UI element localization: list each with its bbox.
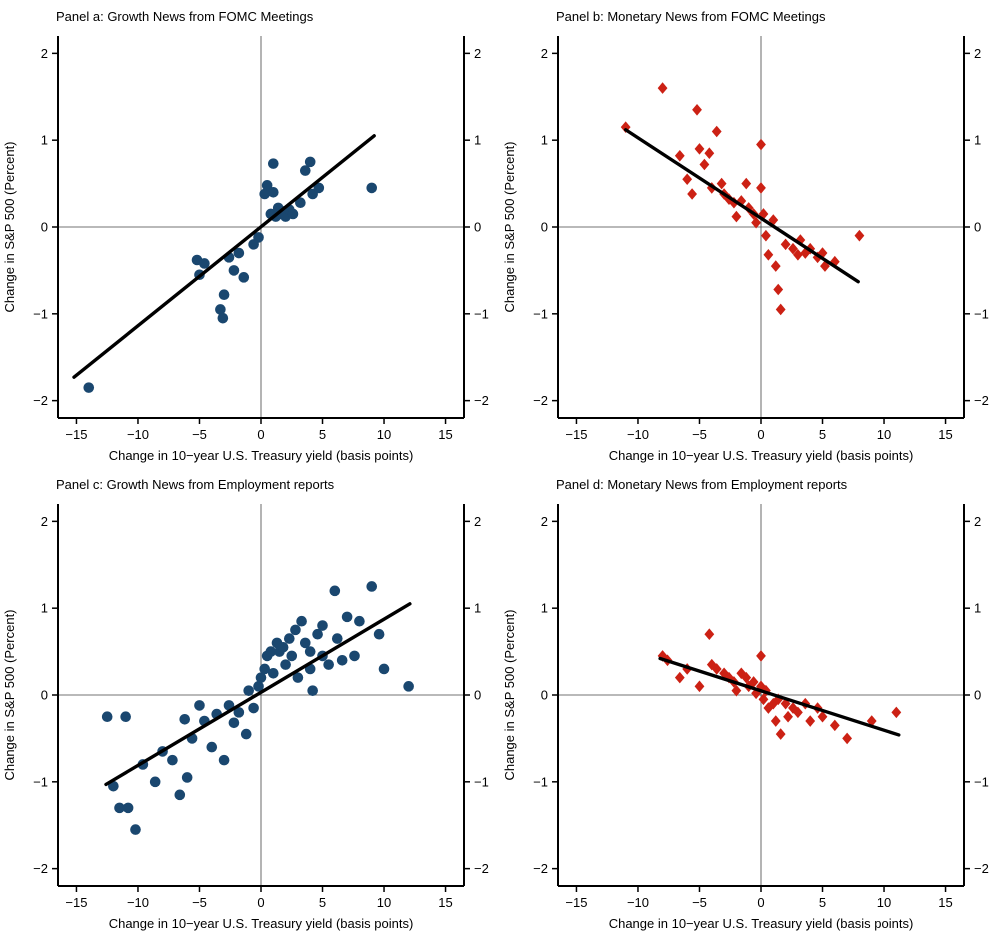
svg-text:2: 2 [541,514,548,529]
svg-text:−1: −1 [474,306,489,321]
svg-text:0: 0 [41,688,48,703]
svg-text:−2: −2 [33,861,48,876]
svg-text:−1: −1 [533,306,548,321]
svg-text:−5: −5 [692,895,707,910]
svg-text:1: 1 [541,601,548,616]
svg-text:−1: −1 [474,774,489,789]
svg-text:−1: −1 [533,774,548,789]
svg-text:5: 5 [819,427,826,442]
svg-text:0: 0 [974,220,981,235]
svg-text:1: 1 [974,133,981,148]
svg-text:−2: −2 [474,861,489,876]
svg-text:15: 15 [938,895,952,910]
svg-text:Change in 10−year U.S. Treasur: Change in 10−year U.S. Treasury yield (b… [609,916,914,931]
panel-b: Panel b: Monetary News from FOMC Meeting… [500,0,1000,468]
svg-text:−2: −2 [474,393,489,408]
svg-text:0: 0 [257,895,264,910]
svg-text:Change in S&P 500 (Percent): Change in S&P 500 (Percent) [2,609,17,780]
svg-text:−5: −5 [192,895,207,910]
svg-text:−10: −10 [627,895,649,910]
svg-text:−15: −15 [65,427,87,442]
svg-text:Change in 10−year U.S. Treasur: Change in 10−year U.S. Treasury yield (b… [109,916,414,931]
svg-text:5: 5 [319,895,326,910]
svg-text:2: 2 [974,514,981,529]
panel-d-title: Panel d: Monetary News from Employment r… [556,477,848,492]
svg-text:2: 2 [541,46,548,61]
svg-text:10: 10 [877,895,891,910]
svg-text:1: 1 [41,601,48,616]
svg-text:1: 1 [41,133,48,148]
svg-text:1: 1 [974,601,981,616]
panel-c: Panel c: Growth News from Employment rep… [0,468,500,936]
svg-text:10: 10 [877,427,891,442]
svg-text:0: 0 [757,427,764,442]
svg-text:1: 1 [474,133,481,148]
panel-b-title: Panel b: Monetary News from FOMC Meeting… [556,9,826,24]
svg-text:−2: −2 [974,393,989,408]
svg-text:0: 0 [541,220,548,235]
svg-text:5: 5 [819,895,826,910]
svg-text:−15: −15 [565,895,587,910]
panel-a: Panel a: Growth News from FOMC Meetings … [0,0,500,468]
svg-text:2: 2 [474,46,481,61]
svg-text:2: 2 [41,514,48,529]
svg-text:−15: −15 [65,895,87,910]
svg-text:−5: −5 [192,427,207,442]
svg-text:−1: −1 [33,306,48,321]
svg-text:15: 15 [938,427,952,442]
svg-text:Change in 10−year U.S. Treasur: Change in 10−year U.S. Treasury yield (b… [609,448,914,463]
svg-text:−1: −1 [974,306,989,321]
svg-text:2: 2 [974,46,981,61]
svg-text:0: 0 [757,895,764,910]
svg-text:2: 2 [474,514,481,529]
svg-text:1: 1 [474,601,481,616]
svg-text:−1: −1 [33,774,48,789]
svg-text:−5: −5 [692,427,707,442]
svg-text:15: 15 [438,895,452,910]
svg-text:Change in S&P 500 (Percent): Change in S&P 500 (Percent) [502,609,517,780]
svg-text:0: 0 [257,427,264,442]
svg-text:−2: −2 [533,861,548,876]
svg-text:0: 0 [541,688,548,703]
svg-text:−10: −10 [627,427,649,442]
panel-c-title: Panel c: Growth News from Employment rep… [56,477,335,492]
panel-a-title: Panel a: Growth News from FOMC Meetings [56,9,314,24]
svg-text:−2: −2 [974,861,989,876]
svg-text:Change in S&P 500 (Percent): Change in S&P 500 (Percent) [2,141,17,312]
svg-text:10: 10 [377,427,391,442]
svg-text:−2: −2 [533,393,548,408]
svg-text:−10: −10 [127,427,149,442]
svg-text:5: 5 [319,427,326,442]
svg-text:−10: −10 [127,895,149,910]
svg-text:−1: −1 [974,774,989,789]
svg-text:0: 0 [974,688,981,703]
svg-text:15: 15 [438,427,452,442]
svg-text:1: 1 [541,133,548,148]
panel-d: Panel d: Monetary News from Employment r… [500,468,1000,936]
svg-text:2: 2 [41,46,48,61]
svg-text:0: 0 [474,688,481,703]
svg-text:0: 0 [474,220,481,235]
svg-text:−2: −2 [33,393,48,408]
svg-text:10: 10 [377,895,391,910]
svg-text:−15: −15 [565,427,587,442]
svg-text:Change in 10−year U.S. Treasur: Change in 10−year U.S. Treasury yield (b… [109,448,414,463]
svg-text:Change in S&P 500 (Percent): Change in S&P 500 (Percent) [502,141,517,312]
svg-text:0: 0 [41,220,48,235]
